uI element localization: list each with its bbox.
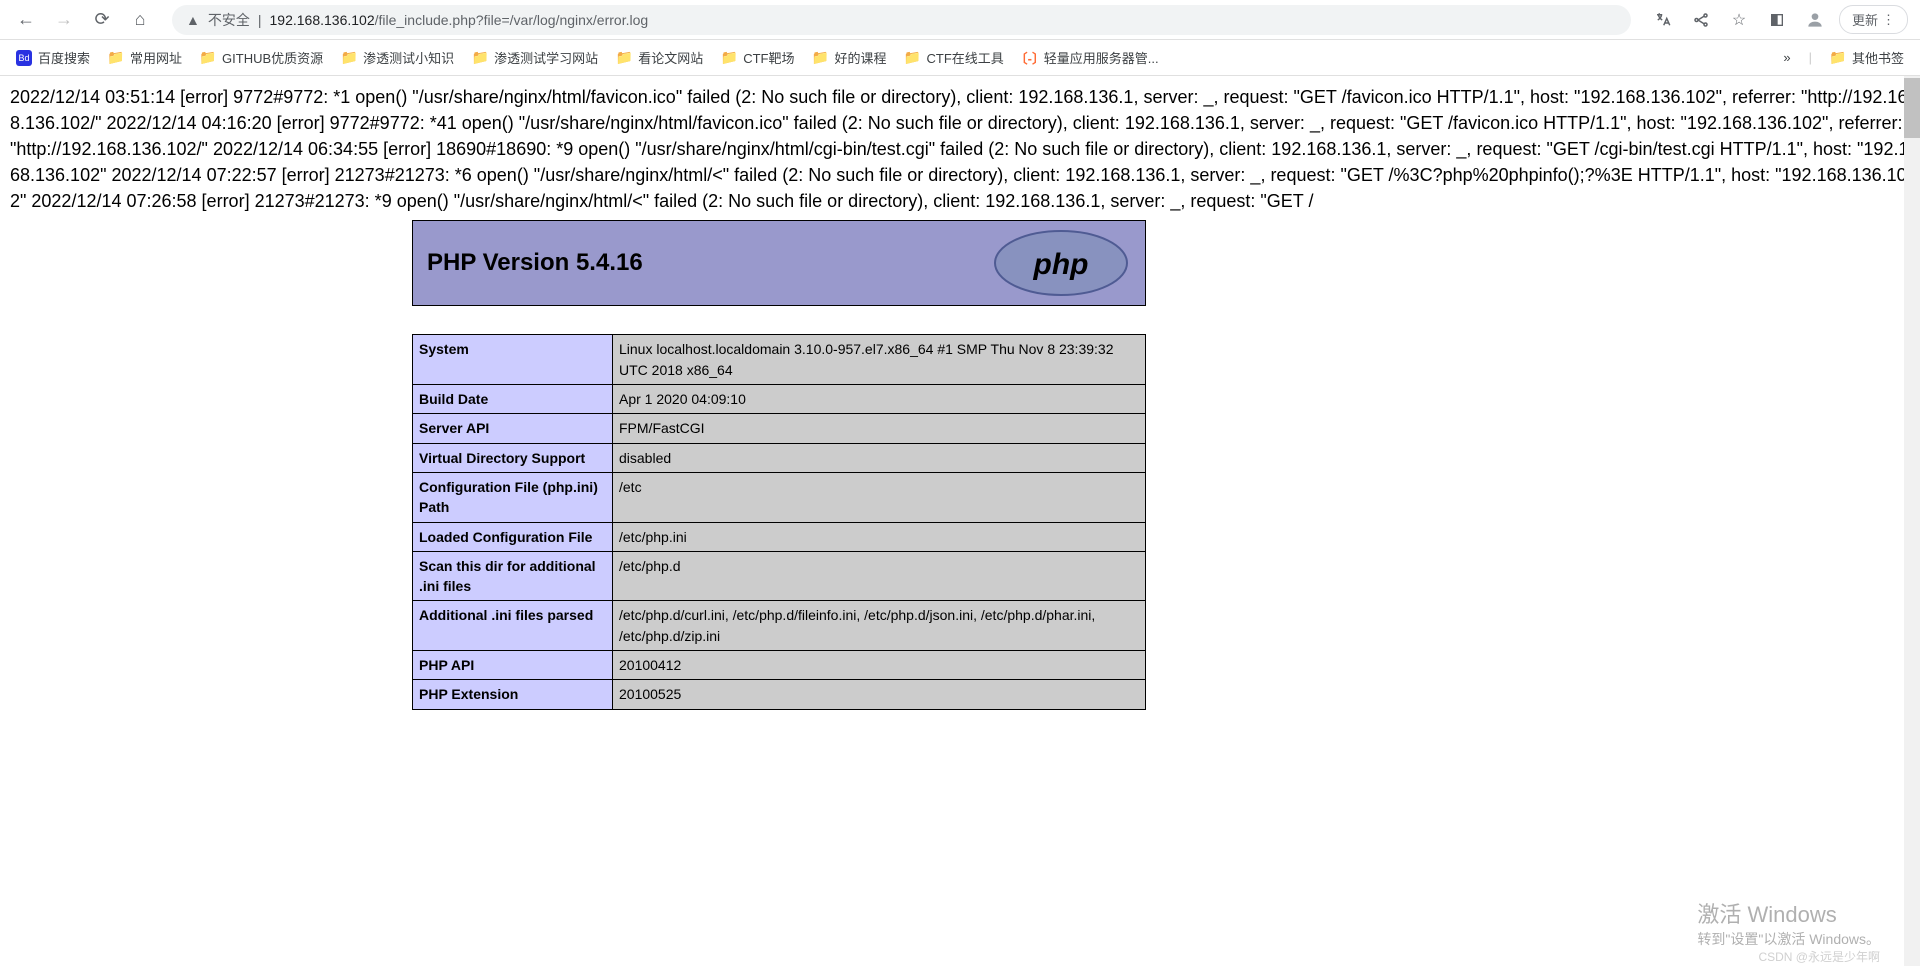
url-text: 192.168.136.102/file_include.php?file=/v… bbox=[270, 12, 649, 28]
scroll-thumb[interactable] bbox=[1904, 78, 1920, 138]
reload-button[interactable]: ⟳ bbox=[88, 6, 116, 34]
bookmark-ctf-tools[interactable]: 📁CTF在线工具 bbox=[905, 48, 1004, 67]
phpinfo-value: /etc/php.d bbox=[613, 551, 1146, 601]
table-row: SystemLinux localhost.localdomain 3.10.0… bbox=[413, 335, 1146, 385]
bookmark-papers[interactable]: 📁看论文网站 bbox=[616, 48, 703, 67]
phpinfo-value: Linux localhost.localdomain 3.10.0-957.e… bbox=[613, 335, 1146, 385]
phpinfo-key: Build Date bbox=[413, 385, 613, 414]
table-row: Scan this dir for additional .ini files/… bbox=[413, 551, 1146, 601]
update-button[interactable]: 更新 ⋮ bbox=[1839, 5, 1908, 34]
folder-icon: 📁 bbox=[616, 50, 632, 66]
folder-icon: 📁 bbox=[341, 50, 357, 66]
table-row: Loaded Configuration File/etc/php.ini bbox=[413, 522, 1146, 551]
bookmark-divider: | bbox=[1809, 50, 1812, 65]
star-icon[interactable]: ☆ bbox=[1725, 6, 1753, 34]
bookmark-ctf-range[interactable]: 📁CTF靶场 bbox=[721, 48, 794, 67]
bookmark-pentest-tips[interactable]: 📁渗透测试小知识 bbox=[341, 48, 454, 67]
aliyun-icon: 〔-〕 bbox=[1022, 50, 1038, 66]
folder-icon: 📁 bbox=[1830, 50, 1846, 66]
table-row: Virtual Directory Supportdisabled bbox=[413, 443, 1146, 472]
table-row: Build DateApr 1 2020 04:09:10 bbox=[413, 385, 1146, 414]
phpinfo-value: /etc/php.ini bbox=[613, 522, 1146, 551]
table-row: PHP Extension20100525 bbox=[413, 680, 1146, 709]
page-content: 2022/12/14 03:51:14 [error] 9772#9772: *… bbox=[0, 76, 1920, 718]
bookmark-overflow[interactable]: » bbox=[1783, 50, 1790, 65]
bookmark-other[interactable]: 📁其他书签 bbox=[1830, 48, 1904, 67]
table-row: Additional .ini files parsed/etc/php.d/c… bbox=[413, 601, 1146, 651]
phpinfo-key: Configuration File (php.ini) Path bbox=[413, 472, 613, 522]
phpinfo-key: Scan this dir for additional .ini files bbox=[413, 551, 613, 601]
phpinfo-panel: PHP Version 5.4.16 php SystemLinux local… bbox=[412, 220, 1146, 709]
table-row: PHP API20100412 bbox=[413, 651, 1146, 680]
phpinfo-value: 20100525 bbox=[613, 680, 1146, 709]
scrollbar[interactable] bbox=[1904, 76, 1920, 966]
csdn-watermark: CSDN @永远是少年啊 bbox=[1758, 948, 1880, 965]
php-version-title: PHP Version 5.4.16 bbox=[427, 246, 643, 281]
log-output: 2022/12/14 03:51:14 [error] 9772#9772: *… bbox=[10, 84, 1910, 214]
forward-button[interactable]: → bbox=[50, 6, 78, 34]
phpinfo-header: PHP Version 5.4.16 php bbox=[412, 220, 1146, 306]
phpinfo-value: FPM/FastCGI bbox=[613, 414, 1146, 443]
translate-icon[interactable] bbox=[1649, 6, 1677, 34]
bookmark-server[interactable]: 〔-〕轻量应用服务器管... bbox=[1022, 48, 1159, 67]
browser-toolbar: ← → ⟳ ⌂ ▲ 不安全 | 192.168.136.102/file_inc… bbox=[0, 0, 1920, 40]
bookmark-courses[interactable]: 📁好的课程 bbox=[812, 48, 886, 67]
folder-icon: 📁 bbox=[812, 50, 828, 66]
phpinfo-key: PHP Extension bbox=[413, 680, 613, 709]
insecure-label: 不安全 bbox=[208, 10, 250, 30]
table-row: Server APIFPM/FastCGI bbox=[413, 414, 1146, 443]
folder-icon: 📁 bbox=[108, 50, 124, 66]
phpinfo-key: Virtual Directory Support bbox=[413, 443, 613, 472]
back-button[interactable]: ← bbox=[12, 6, 40, 34]
phpinfo-key: PHP API bbox=[413, 651, 613, 680]
folder-icon: 📁 bbox=[200, 50, 216, 66]
url-separator: | bbox=[258, 12, 262, 28]
svg-text:php: php bbox=[1033, 248, 1089, 281]
baidu-icon: Bd bbox=[16, 50, 32, 66]
insecure-icon: ▲ bbox=[186, 12, 200, 28]
phpinfo-value: /etc bbox=[613, 472, 1146, 522]
menu-dots-icon: ⋮ bbox=[1882, 12, 1895, 28]
folder-icon: 📁 bbox=[905, 50, 921, 66]
bookmark-common[interactable]: 📁常用网址 bbox=[108, 48, 182, 67]
table-row: Configuration File (php.ini) Path/etc bbox=[413, 472, 1146, 522]
phpinfo-value: disabled bbox=[613, 443, 1146, 472]
folder-icon: 📁 bbox=[721, 50, 737, 66]
phpinfo-value: /etc/php.d/curl.ini, /etc/php.d/fileinfo… bbox=[613, 601, 1146, 651]
home-button[interactable]: ⌂ bbox=[126, 6, 154, 34]
folder-icon: 📁 bbox=[472, 50, 488, 66]
phpinfo-value: 20100412 bbox=[613, 651, 1146, 680]
profile-icon[interactable] bbox=[1801, 6, 1829, 34]
windows-watermark: 激活 Windows 转到"设置"以激活 Windows。 bbox=[1697, 897, 1880, 949]
phpinfo-table: SystemLinux localhost.localdomain 3.10.0… bbox=[412, 334, 1146, 709]
bookmark-pentest-learn[interactable]: 📁渗透测试学习网站 bbox=[472, 48, 598, 67]
phpinfo-key: System bbox=[413, 335, 613, 385]
url-bar[interactable]: ▲ 不安全 | 192.168.136.102/file_include.php… bbox=[172, 5, 1631, 35]
php-logo-icon: php bbox=[991, 228, 1131, 298]
bookmark-github[interactable]: 📁GITHUB优质资源 bbox=[200, 48, 323, 67]
phpinfo-key: Additional .ini files parsed bbox=[413, 601, 613, 651]
bookmarks-bar: Bd百度搜索 📁常用网址 📁GITHUB优质资源 📁渗透测试小知识 📁渗透测试学… bbox=[0, 40, 1920, 76]
phpinfo-key: Loaded Configuration File bbox=[413, 522, 613, 551]
phpinfo-key: Server API bbox=[413, 414, 613, 443]
bookmark-baidu[interactable]: Bd百度搜索 bbox=[16, 48, 90, 67]
phpinfo-value: Apr 1 2020 04:09:10 bbox=[613, 385, 1146, 414]
extension-icon[interactable] bbox=[1763, 6, 1791, 34]
share-icon[interactable] bbox=[1687, 6, 1715, 34]
